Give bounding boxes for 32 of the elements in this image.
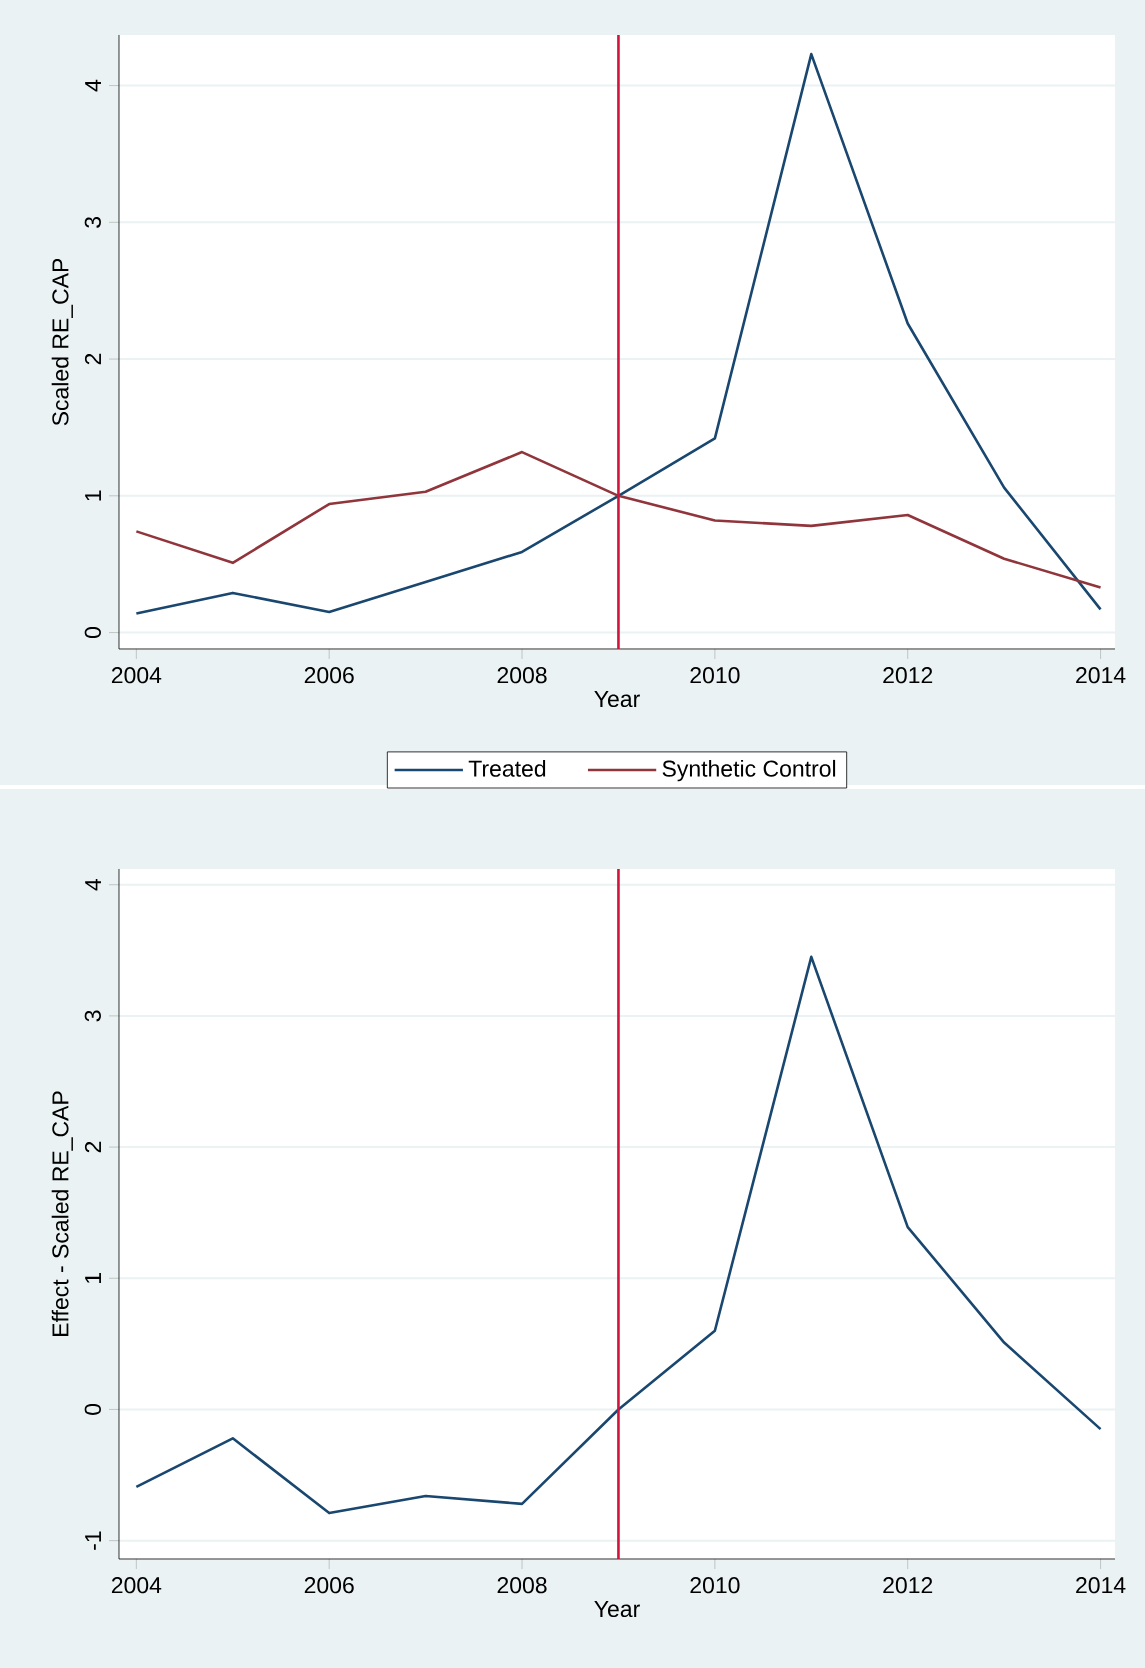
y-tick-label: 3 [84,1010,101,1022]
y-axis-title: Scaled RE_CAP [51,258,73,426]
x-tick-label: 2004 [111,667,162,684]
x-tick-label: 2008 [497,667,547,684]
x-tick-label: 2010 [690,1577,740,1594]
y-tick-label: -1 [85,1531,101,1550]
y-tick-label: 0 [84,1403,101,1415]
x-tick-label: 2014 [1076,667,1126,684]
x-tick-label: 2008 [497,1577,547,1594]
line-series [135,450,1102,589]
y-tick-label: 2 [84,353,101,365]
x-tick-label: 2014 [1076,1577,1126,1594]
x-tick-label: 2012 [883,1577,933,1594]
x-tick-label: 2006 [304,667,354,684]
y-tick-label: 1 [85,1272,101,1283]
x-tick-label: 2006 [304,1577,354,1594]
legend-label: Treated [468,759,546,777]
y-tick-label: 4 [85,79,101,92]
y-axis-title: Effect - Scaled RE_CAP [51,1091,73,1336]
line-series [135,955,1102,1515]
legend-label: Synthetic Control [662,759,836,782]
x-axis-title: Year [594,691,640,708]
x-tick-label: 2004 [111,1577,162,1594]
y-tick-label: 3 [84,216,101,228]
x-tick-label: 2012 [883,667,933,684]
y-tick-label: 4 [85,879,101,891]
line-series [135,52,1102,615]
y-tick-label: 0 [84,627,101,639]
y-tick-label: 1 [85,490,101,501]
y-tick-label: 2 [84,1141,101,1153]
x-tick-label: 2010 [690,667,740,684]
x-axis-title: Year [594,1601,640,1618]
